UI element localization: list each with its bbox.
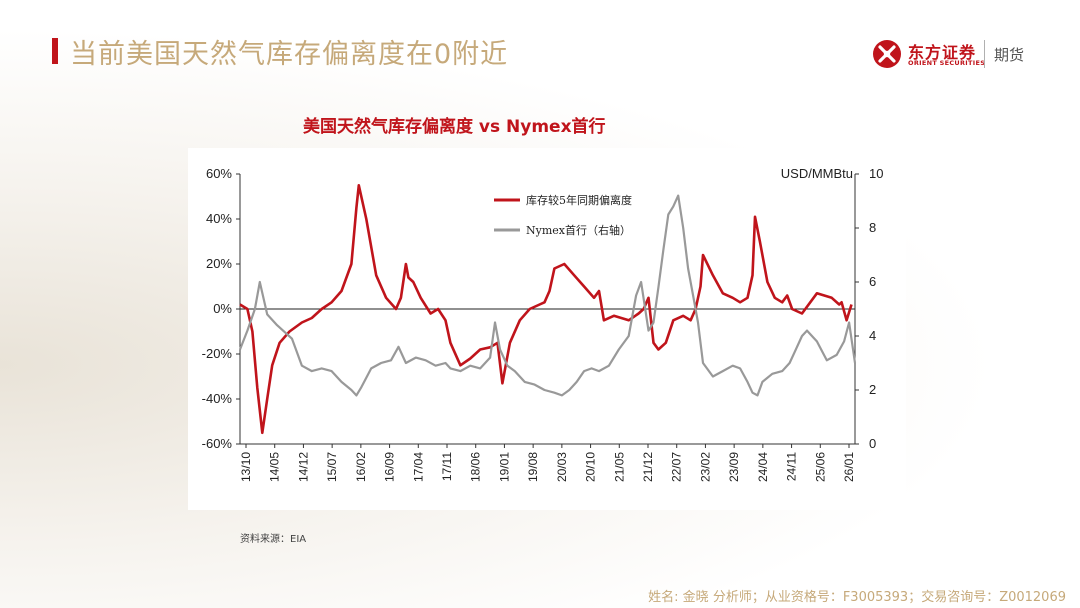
y-right-tick-label: 6 <box>869 274 876 289</box>
x-tick-label: 25/06 <box>813 452 827 482</box>
y-left-tick-label: 40% <box>206 211 232 226</box>
x-tick-label: 16/09 <box>383 452 397 482</box>
page-title: 当前美国天然气库存偏离度在0附近 <box>70 39 509 70</box>
x-tick-label: 21/12 <box>641 452 655 482</box>
title-accent-bar <box>52 38 58 64</box>
y-left-tick-label: -60% <box>202 436 233 451</box>
x-tick-label: 20/10 <box>584 452 598 482</box>
line-chart: 60% 40% 20% 0% -20% -40% -60% 10 8 6 4 2 0 USD/MMBtu 1… <box>202 166 884 482</box>
x-tick-label: 21/05 <box>612 452 626 482</box>
source-note: 资料来源：EIA <box>240 534 307 545</box>
y-right-tick-label: 10 <box>869 166 883 181</box>
y-right-tick-label: 2 <box>869 382 876 397</box>
y-right-tick-label: 4 <box>869 328 876 343</box>
x-tick-label: 14/12 <box>296 452 310 482</box>
x-tick-label: 23/09 <box>727 452 741 482</box>
y-left-tick-label: 60% <box>206 166 232 181</box>
legend-label: Nymex首行（右轴） <box>526 223 631 237</box>
series-line-deviation <box>239 183 853 435</box>
y-left-tick-label: -40% <box>202 391 233 406</box>
y-left-tick-label: 0% <box>213 301 232 316</box>
x-tick-label: 19/01 <box>497 452 511 482</box>
y-right-axis-label: USD/MMBtu <box>781 166 853 181</box>
y-left-tick-label: -20% <box>202 346 233 361</box>
analyst-footer: 姓名: 金晓 分析师；从业资格号：F3005393；交易咨询号：Z0012069 <box>648 590 1066 605</box>
series-line-nymex <box>238 194 857 397</box>
x-tick-label: 17/04 <box>411 452 425 482</box>
x-tick-label: 19/08 <box>526 452 540 482</box>
company-logo: 东方证券 ORIENT SECURITIES 期货 <box>872 38 1042 72</box>
x-tick-label: 17/11 <box>440 452 454 481</box>
x-tick-label: 13/10 <box>239 452 253 482</box>
chart-title: 美国天然气库存偏离度 vs Nymex首行 <box>303 117 606 137</box>
x-tick-label: 18/06 <box>469 452 483 482</box>
y-right-tick-label: 8 <box>869 220 876 235</box>
logo-name-cn: 东方证券 <box>908 43 977 62</box>
x-tick-label: 14/05 <box>268 452 282 482</box>
x-tick-label: 15/07 <box>325 452 339 482</box>
logo-division: 期货 <box>994 46 1025 64</box>
x-tick-label: 26/01 <box>842 452 856 482</box>
logo-divider <box>984 40 985 68</box>
x-tick-label: 24/11 <box>785 452 799 481</box>
x-tick-label: 16/02 <box>354 452 368 482</box>
x-tick-label: 24/04 <box>756 452 770 482</box>
x-tick-label: 22/07 <box>670 452 684 482</box>
y-left-tick-label: 20% <box>206 256 232 271</box>
x-tick-label: 20/03 <box>555 452 569 482</box>
chart-panel: 60% 40% 20% 0% -20% -40% -60% 10 8 6 4 2 0 USD/MMBtu 1… <box>188 148 906 510</box>
x-tick-label: 23/02 <box>698 452 712 482</box>
y-right-tick-label: 0 <box>869 436 876 451</box>
logo-name-en: ORIENT SECURITIES <box>908 59 986 67</box>
legend-label: 库存较5年同期偏离度 <box>526 193 632 207</box>
orient-logo-icon <box>873 40 901 68</box>
